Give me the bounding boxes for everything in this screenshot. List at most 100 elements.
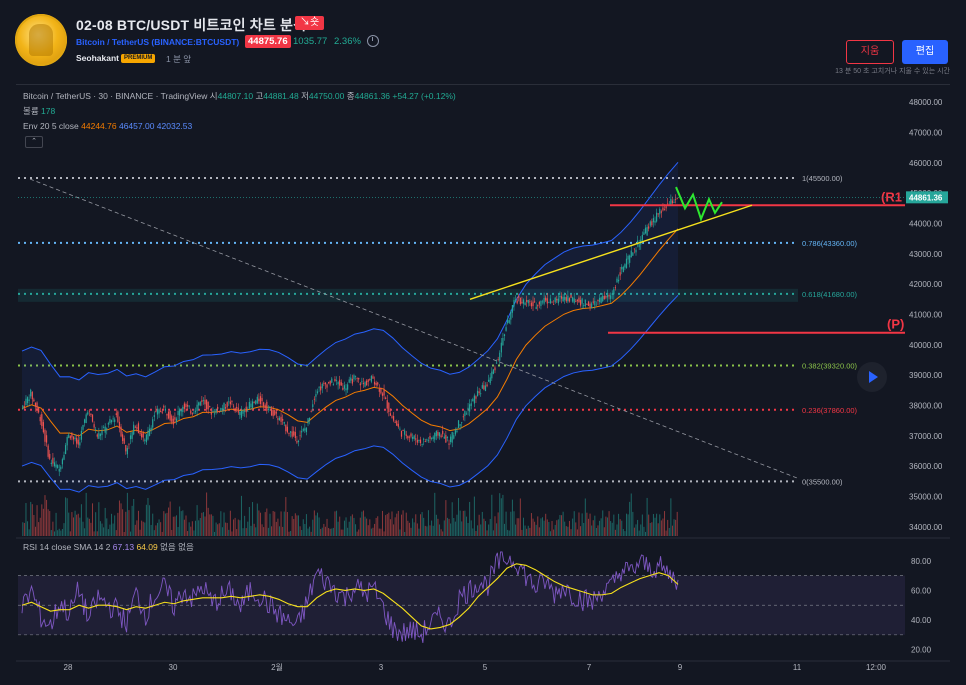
volume-bar xyxy=(187,531,189,536)
envelope-upper: 46457.00 xyxy=(118,121,155,131)
collapse-legend-button[interactable]: ⌃ xyxy=(25,136,43,148)
volume-bar xyxy=(610,521,612,536)
time-axis-tick: 12:00 xyxy=(866,663,887,672)
candle-body xyxy=(657,213,659,215)
volume-bar xyxy=(207,507,209,536)
candle-body xyxy=(448,443,450,445)
candle-body xyxy=(245,406,247,413)
rising-trendline[interactable] xyxy=(469,204,753,300)
volume-bar xyxy=(250,525,252,536)
candle-body xyxy=(495,362,498,364)
volume-bar xyxy=(527,525,529,536)
candle-body xyxy=(648,226,650,229)
candle-body xyxy=(160,410,162,412)
candle-body xyxy=(602,295,604,302)
volume-bar xyxy=(613,514,615,536)
volume-bar xyxy=(177,526,179,536)
volume-bar xyxy=(488,524,490,536)
volume-bar xyxy=(656,513,658,536)
candle-body xyxy=(518,295,520,298)
volume-bar xyxy=(293,518,295,536)
descending-trendline[interactable] xyxy=(29,178,798,479)
envelope-legend: Env 20 5 close 44244.76 46457.00 42032.5… xyxy=(23,121,192,131)
volume-bar xyxy=(182,510,184,536)
delete-button[interactable]: 지움 xyxy=(846,40,894,64)
envelope-lower-line xyxy=(21,294,679,493)
volume-bar xyxy=(462,510,464,536)
volume-bar xyxy=(475,530,477,536)
volume-bar xyxy=(25,503,27,536)
chart-canvas[interactable]: 1(45500.00) 0.786(43360.00) 0.618(41680.00… xyxy=(16,84,950,685)
volume-bar xyxy=(185,515,187,536)
volume-bar xyxy=(640,524,642,536)
volume-bar xyxy=(175,515,177,536)
volume-bar xyxy=(347,527,349,536)
rsi-axis-tick: 20.00 xyxy=(911,646,932,655)
price-change-pct: 2.36% xyxy=(334,36,361,47)
volume-bar xyxy=(467,522,469,536)
volume-bar xyxy=(237,519,239,536)
current-price-label: 44861.36 xyxy=(909,193,943,202)
candle-body xyxy=(239,411,241,416)
volume-bar xyxy=(147,497,149,536)
volume-bar xyxy=(667,519,669,536)
candle-body xyxy=(342,387,344,390)
candle-body xyxy=(578,297,580,303)
volume-bar xyxy=(580,526,582,536)
price-axis-tick: 43000.00 xyxy=(909,250,943,259)
symbol-link[interactable]: Bitcoin / TetherUS (BINANCE:BTCUSDT) xyxy=(76,37,240,47)
candle-body xyxy=(120,426,122,437)
candle-body xyxy=(594,301,596,306)
candle-body xyxy=(261,397,263,402)
author-name[interactable]: Seohakant xyxy=(76,53,119,63)
candle-body xyxy=(137,423,140,434)
candle-body xyxy=(364,382,366,387)
candle-body xyxy=(109,419,111,424)
candle-body xyxy=(548,302,550,304)
volume-bar xyxy=(553,529,555,536)
candle-body xyxy=(202,400,205,402)
volume-bar xyxy=(491,494,493,536)
edit-button[interactable]: 편집 xyxy=(902,40,948,64)
candle-body xyxy=(64,445,67,455)
volume-bar xyxy=(389,519,391,536)
candle-body xyxy=(462,416,464,418)
candle-body xyxy=(608,295,610,297)
time-axis-tick: 5 xyxy=(483,663,488,672)
volume-bar xyxy=(370,528,372,536)
projected-path[interactable] xyxy=(675,186,723,222)
volume-bar xyxy=(44,495,46,536)
candle-body xyxy=(662,207,664,211)
volume-bar xyxy=(180,511,182,536)
candle-body xyxy=(71,434,73,438)
candle-body xyxy=(283,421,285,424)
candle-body xyxy=(210,412,212,415)
candle-body xyxy=(538,302,540,305)
volume-bar xyxy=(223,512,225,536)
clock-icon[interactable] xyxy=(367,35,379,47)
candle-body xyxy=(397,423,399,427)
volume-bar xyxy=(233,519,235,536)
volume-bar xyxy=(586,512,588,536)
candle-body xyxy=(385,397,387,399)
volume-bar xyxy=(299,526,301,536)
rsi-value: 67.13 xyxy=(112,542,135,552)
fib-level-label: 1(45500.00) xyxy=(802,174,843,183)
candle-body xyxy=(250,403,252,408)
author-avatar[interactable] xyxy=(15,14,67,66)
volume-bar xyxy=(654,517,656,536)
price-axis-tick: 36000.00 xyxy=(909,462,943,471)
candle-body xyxy=(185,404,187,408)
play-replay-button[interactable] xyxy=(857,362,887,392)
price-axis-tick: 42000.00 xyxy=(909,280,943,289)
volume-bar xyxy=(448,518,450,536)
candle-body xyxy=(174,417,176,420)
candle-body xyxy=(263,402,265,407)
candle-body xyxy=(476,390,479,397)
candle-body xyxy=(633,248,636,250)
candle-body xyxy=(125,445,127,452)
candle-body xyxy=(22,405,24,409)
volume-bar xyxy=(549,531,551,536)
volume-bar xyxy=(519,498,521,536)
chart-svg[interactable]: 1(45500.00) 0.786(43360.00) 0.618(41680.00… xyxy=(16,85,950,685)
